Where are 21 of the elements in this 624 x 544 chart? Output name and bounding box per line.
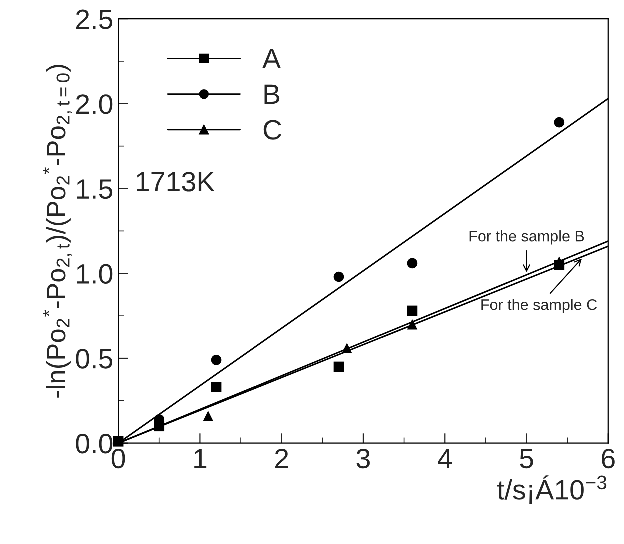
legend-label: C <box>264 120 282 140</box>
annotation: For the sample C <box>482 299 598 314</box>
y-tick-label: 2.5 <box>76 10 113 30</box>
x-tick-label: 4 <box>438 449 452 468</box>
y-tick-label: 1.5 <box>77 180 113 200</box>
x-axis-title: t/s¡Á10$^{−3}$ <box>497 476 607 504</box>
y-tick-label: 2.0 <box>76 94 113 114</box>
x-tick-label: 3 <box>356 448 370 469</box>
x-tick-label: 5 <box>520 449 534 469</box>
y-tick-label: 0.5 <box>76 349 113 369</box>
y-tick-label: 0.0 <box>76 434 113 454</box>
x-tick-label: 0 <box>112 448 126 469</box>
text: -ln(Po$_{2}$$^{*}$-Po$_{2,t}$)/(Po$_{2}$$^{*}$-Po$_{2,t=0}$) <box>43 65 72 398</box>
legend-label: B <box>264 84 280 104</box>
y-tick-label: 1.0 <box>77 264 113 284</box>
legend-label: A <box>262 49 281 68</box>
x-tick-label: 1 <box>194 449 207 468</box>
x-tick-label: 2 <box>276 448 288 468</box>
annotation: 1713K <box>137 172 215 192</box>
x-tick-label: 6 <box>602 448 615 469</box>
annotation: For the sample B <box>470 230 584 245</box>
